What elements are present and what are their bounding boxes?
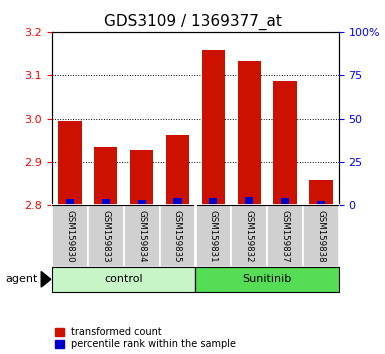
- Text: GSM159832: GSM159832: [244, 210, 254, 263]
- Bar: [66, 199, 74, 205]
- Bar: [317, 201, 325, 205]
- Bar: [166, 135, 189, 205]
- Bar: [202, 50, 225, 205]
- Text: control: control: [104, 274, 143, 284]
- Text: GSM159837: GSM159837: [281, 210, 290, 263]
- Text: GSM159834: GSM159834: [137, 210, 146, 263]
- Text: GSM159831: GSM159831: [209, 210, 218, 263]
- Bar: [88, 205, 124, 267]
- Bar: [173, 198, 182, 205]
- Bar: [231, 205, 267, 267]
- Bar: [52, 205, 88, 267]
- Bar: [309, 180, 333, 205]
- Text: Sunitinib: Sunitinib: [243, 274, 292, 284]
- Bar: [267, 205, 303, 267]
- Bar: [238, 61, 261, 205]
- Bar: [124, 205, 159, 267]
- Bar: [281, 198, 289, 205]
- Bar: [52, 267, 195, 292]
- Bar: [94, 147, 117, 205]
- Bar: [303, 205, 339, 267]
- Text: GSM159833: GSM159833: [101, 210, 110, 263]
- Text: GSM159838: GSM159838: [316, 210, 325, 263]
- Legend: transformed count, percentile rank within the sample: transformed count, percentile rank withi…: [55, 327, 236, 349]
- Bar: [273, 81, 297, 205]
- Text: GSM159830: GSM159830: [65, 210, 74, 263]
- Text: agent: agent: [6, 274, 38, 284]
- Text: GSM159835: GSM159835: [173, 210, 182, 263]
- Text: GDS3109 / 1369377_at: GDS3109 / 1369377_at: [104, 14, 281, 30]
- Bar: [195, 205, 231, 267]
- Bar: [102, 199, 110, 205]
- Bar: [159, 205, 196, 267]
- Bar: [195, 267, 339, 292]
- Bar: [130, 150, 153, 205]
- Bar: [209, 198, 218, 205]
- Bar: [245, 197, 253, 205]
- Bar: [58, 121, 82, 205]
- Bar: [137, 200, 146, 205]
